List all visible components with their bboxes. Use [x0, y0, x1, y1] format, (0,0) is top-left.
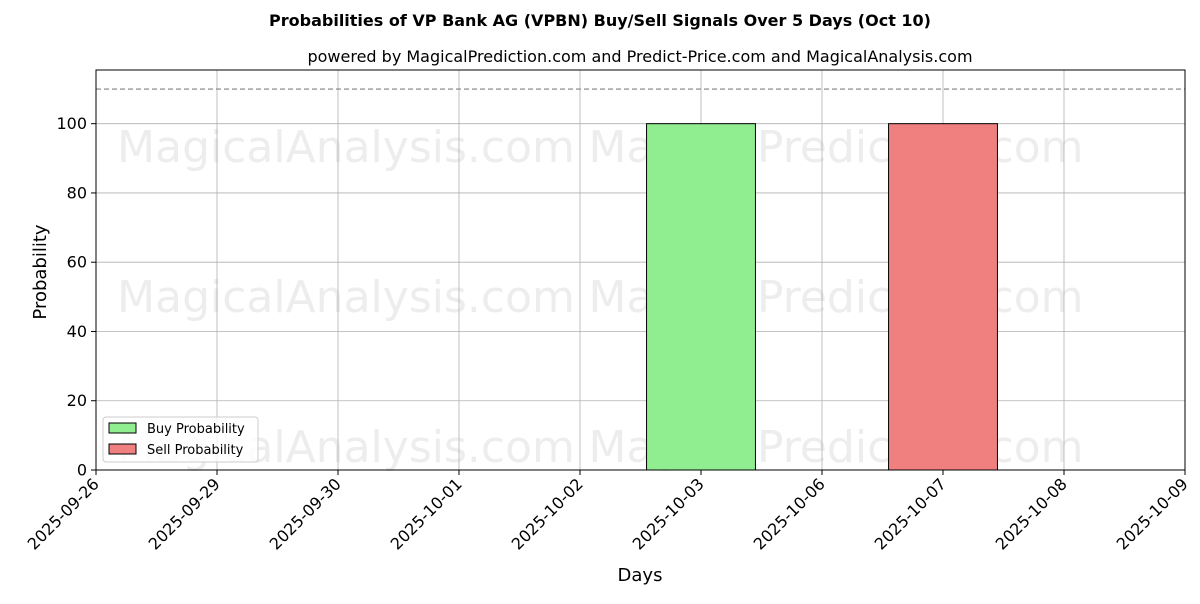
y-tick-label: 0: [77, 461, 87, 480]
legend-label: Buy Probability: [147, 422, 245, 437]
watermark-text: MagicalAnalysis.com: [117, 272, 575, 323]
legend-swatch: [108, 422, 137, 434]
chart-title: Probabilities of VP Bank AG (VPBN) Buy/S…: [269, 11, 931, 30]
bar-layer: [646, 123, 998, 471]
y-tick-label: 100: [56, 114, 87, 133]
y-tick-label: 60: [67, 253, 87, 272]
y-tick-label: 20: [67, 391, 87, 410]
sell-probability-bar: [888, 123, 998, 471]
plot-frame: [95, 69, 1186, 471]
chart-subtitle: powered by MagicalPrediction.com and Pre…: [307, 47, 972, 66]
y-tick-label: 80: [67, 183, 87, 202]
watermark-text: MagicalAnalysis.com: [117, 122, 575, 173]
y-axis-label: Probability: [30, 224, 51, 319]
legend-label: Sell Probability: [147, 443, 244, 458]
legend-swatch: [108, 443, 137, 455]
x-axis-label: Days: [618, 565, 663, 586]
legend-box: [102, 416, 259, 463]
buy-probability-bar: [646, 123, 756, 471]
y-tick-label: 40: [67, 322, 87, 341]
legend: Buy Probability Sell Probability: [102, 416, 259, 463]
